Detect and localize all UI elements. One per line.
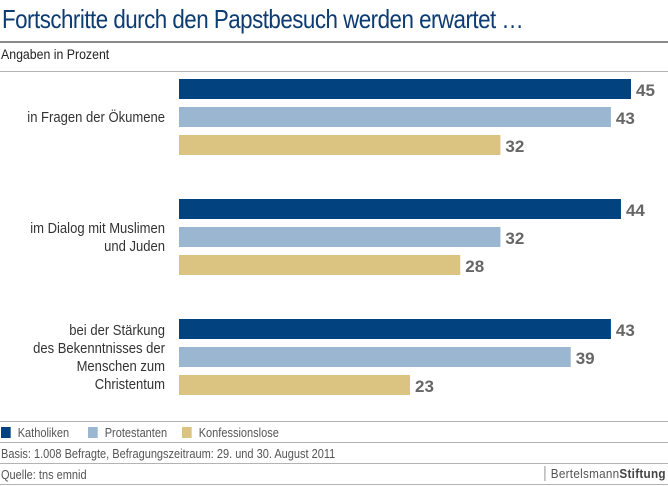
source-note: Quelle: tns emnid: [1, 468, 87, 482]
logo-text: Bertelsmann: [550, 466, 620, 481]
legend-item-protestanten: Protestanten: [88, 426, 167, 440]
bar: [179, 107, 611, 127]
divider: [0, 421, 668, 422]
legend-swatch: [1, 427, 11, 438]
divider: [0, 442, 668, 443]
legend-label: Konfessionslose: [198, 426, 279, 440]
divider: [0, 463, 668, 464]
logo-text-bold: Stiftung: [619, 466, 666, 481]
bar: [179, 347, 571, 367]
category-label: Menschen zum: [77, 358, 165, 374]
divider: [0, 41, 668, 43]
data-label: 32: [505, 137, 524, 156]
data-label: 32: [505, 229, 524, 248]
legend-swatch: [88, 427, 98, 438]
data-label: 43: [616, 109, 635, 128]
legend-item-katholiken: Katholiken: [1, 426, 69, 440]
bertelsmann-stiftung-logo: BertelsmannStiftung: [544, 466, 666, 481]
bar: [179, 319, 611, 339]
legend-swatch: [182, 427, 192, 438]
bar: [179, 199, 621, 219]
divider: [0, 71, 668, 72]
bar: [179, 79, 631, 99]
category-label: bei der Stärkung: [69, 322, 165, 338]
category-label: und Juden: [104, 238, 165, 254]
category-label: in Fragen der Ökumene: [27, 107, 165, 125]
chart-title: Fortschritte durch den Papstbesuch werde…: [2, 4, 524, 34]
bar: [179, 255, 461, 275]
data-label: 39: [576, 349, 595, 368]
legend-label: Katholiken: [17, 426, 70, 440]
divider: [0, 484, 668, 485]
basis-note: Basis: 1.008 Befragte, Befragungszeitrau…: [1, 447, 336, 461]
legend-label: Protestanten: [104, 426, 168, 440]
data-label: 44: [626, 201, 645, 220]
data-label: 28: [465, 257, 484, 276]
bar: [179, 135, 501, 155]
bar: [179, 227, 501, 247]
bar: [179, 375, 411, 395]
legend-item-konfessionslose: Konfessionslose: [182, 426, 279, 440]
data-label: 23: [415, 377, 434, 396]
category-label: des Bekenntnisses der: [33, 340, 165, 356]
data-label: 43: [616, 321, 635, 340]
data-label: 45: [636, 81, 655, 100]
chart-subtitle: Angaben in Prozent: [1, 46, 110, 62]
category-label: im Dialog mit Muslimen: [30, 220, 165, 236]
category-label: Christentum: [95, 376, 165, 392]
